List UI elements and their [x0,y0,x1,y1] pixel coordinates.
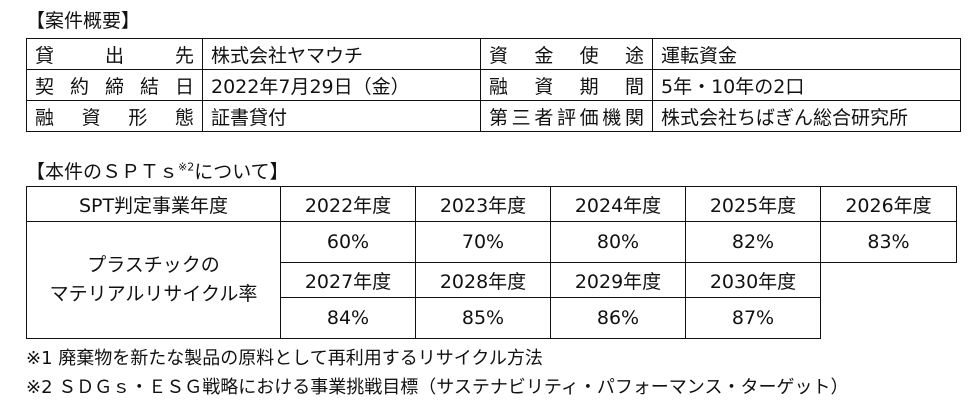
evaluator-label: 第三者評価機関 [480,100,653,132]
overview-table: 貸 出 先 株式会社ヤマウチ 資 金 使 途 運転資金 契約締結日 2022年7… [26,38,961,132]
lender-value: 株式会社ヤマウチ [202,38,481,70]
year-cell: 2030年度 [685,262,821,298]
lender-label: 貸 出 先 [26,38,203,70]
overview-title: 【案件概要】 [26,10,141,32]
year-cell: 2024年度 [550,186,686,222]
evaluator-value: 株式会社ちばぎん総合研究所 [652,100,961,132]
loan-form-value: 証書貸付 [202,100,481,132]
fund-use-value: 運転資金 [652,38,961,70]
value-cell: 80% [550,221,686,263]
value-cell: 87% [685,297,821,339]
value-cell: 83% [820,221,957,263]
value-cell: 84% [280,297,416,339]
value-cell: 86% [550,297,686,339]
loan-period-value: 5年・10年の2口 [652,69,961,101]
year-cell: 2025年度 [685,186,821,222]
year-cell: 2023年度 [415,186,551,222]
year-cell: 2028年度 [415,262,551,298]
footnote-1: ※1 廃棄物を新たな製品の原料として再利用するリサイクル方法 [26,348,543,369]
loan-form-label: 融 資 形 態 [26,100,203,132]
year-cell: 2022年度 [280,186,416,222]
footnote-2: ※2 ＳＤＧｓ・ＥＳＧ戦略における事業挑戦目標（サステナビリティ・パフォーマンス… [26,377,849,398]
spt-value-row: プラスチックの マテリアルリサイクル率 60% 70% 80% 82% 83% [26,221,957,339]
overview-row: 契約締結日 2022年7月29日（金） 融 資 期 間 5年・10年の2口 [26,69,961,101]
spt-year-row-2: 2027年度 2028年度 2029年度 2030年度 [27,262,957,339]
year-cell: 2026年度 [820,186,957,222]
spt-table: SPT判定事業年度 2022年度 2023年度 2024年度 2025年度 20… [26,186,957,339]
spt-header-label: SPT判定事業年度 [26,186,281,222]
year-cell: 2029年度 [550,262,686,298]
spt-header-row: SPT判定事業年度 2022年度 2023年度 2024年度 2025年度 20… [26,186,957,222]
contract-date-label: 契約締結日 [26,69,203,101]
spt-value-row-2: 84% 85% 86% 87% [27,297,957,339]
contract-date-value: 2022年7月29日（金） [202,69,481,101]
value-cell: 82% [685,221,821,263]
overview-row: 貸 出 先 株式会社ヤマウチ 資 金 使 途 運転資金 [26,38,961,70]
empty-cell [820,262,957,339]
value-cell: 85% [415,297,551,339]
value-cell: 70% [415,221,551,263]
overview-row: 融 資 形 態 証書貸付 第三者評価機関 株式会社ちばぎん総合研究所 [26,100,961,132]
year-cell: 2027年度 [280,262,416,298]
loan-period-label: 融 資 期 間 [480,69,653,101]
fund-use-label: 資 金 使 途 [480,38,653,70]
value-cell: 60% [280,221,416,263]
recycling-rate-label: プラスチックの マテリアルリサイクル率 [26,221,281,339]
spt-title: 【本件のＳＰＴｓ※2について】 [26,160,289,183]
